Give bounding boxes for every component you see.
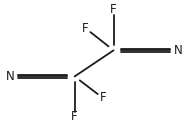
Text: F: F xyxy=(100,91,106,105)
Text: F: F xyxy=(71,110,78,123)
Text: N: N xyxy=(173,44,182,57)
Text: F: F xyxy=(110,3,117,16)
Text: F: F xyxy=(82,22,89,35)
Text: N: N xyxy=(6,70,15,83)
